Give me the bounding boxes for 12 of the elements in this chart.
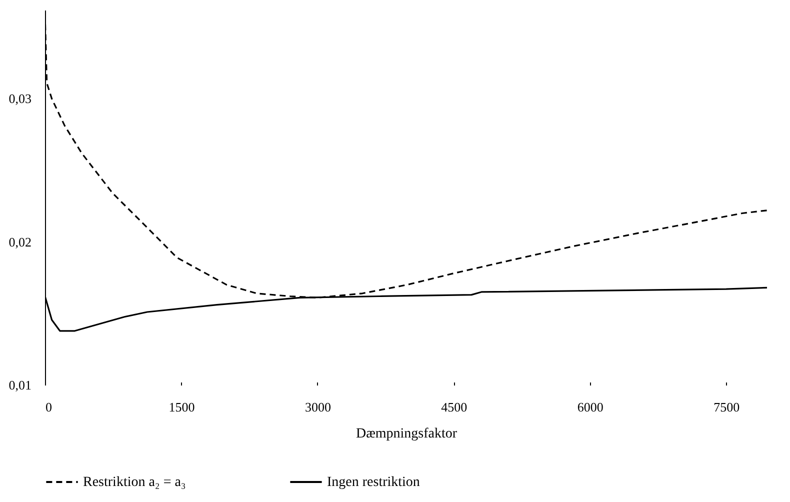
x-tick-label: 0: [46, 400, 52, 414]
x-tick-label: 3000: [304, 400, 331, 414]
legend-label: Restriktion a₂ = a₃: [83, 475, 186, 490]
x-tick-label: 6000: [577, 400, 604, 414]
x-tick-label: 1500: [168, 400, 195, 414]
legend-label: Ingen restriktion: [327, 475, 420, 490]
y-tick-label: 0,03: [8, 91, 32, 106]
x-axis-title: Dæmpningsfaktor: [356, 426, 458, 442]
y-tick-label: 0,02: [8, 234, 32, 250]
x-tick-label: 4500: [441, 400, 468, 414]
x-tick-label: 7500: [714, 400, 740, 414]
y-tick-label: 0,01: [8, 378, 32, 392]
